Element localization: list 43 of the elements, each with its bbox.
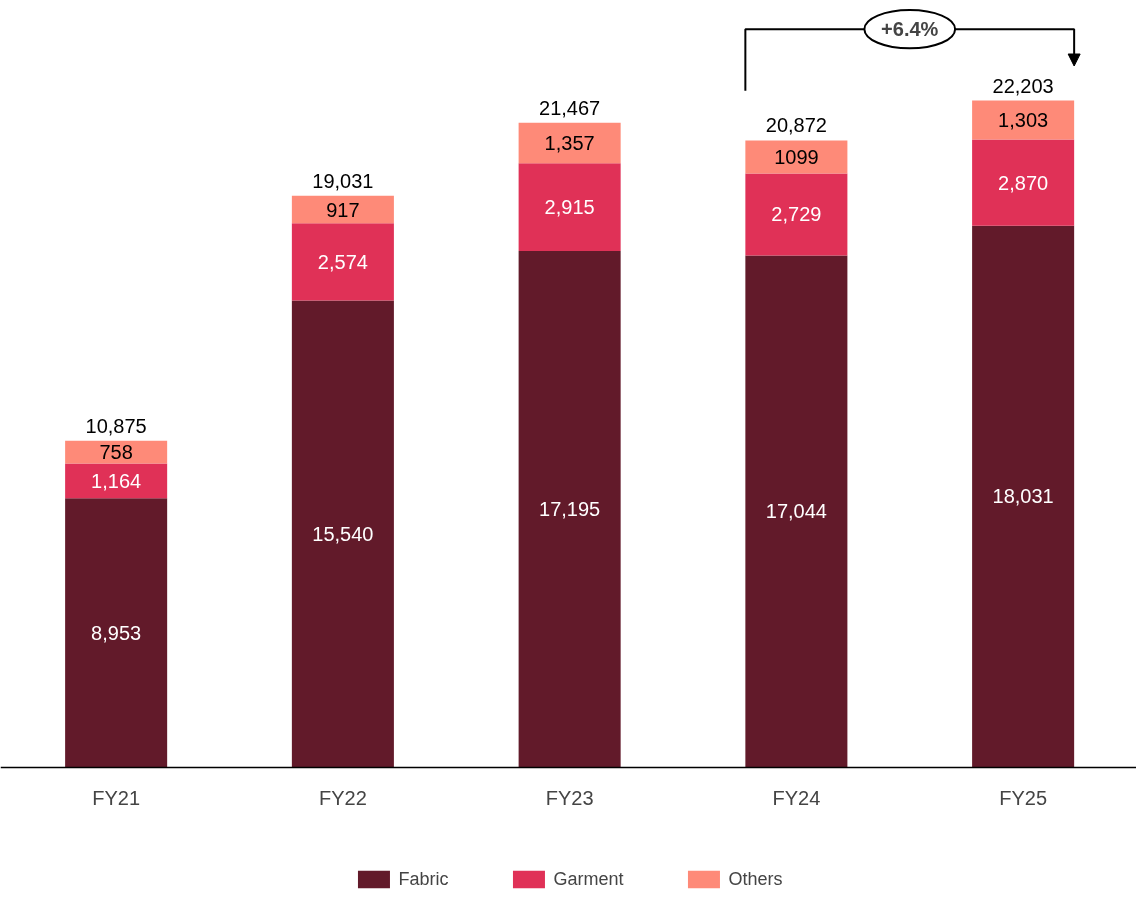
bar	[291, 223, 394, 301]
data-label: 2,870	[998, 171, 1049, 194]
data-label: 758	[99, 441, 133, 464]
data-label: 8,953	[91, 621, 142, 644]
x-tick-label: FY21	[92, 787, 141, 810]
legend-label: Garment	[553, 868, 624, 890]
bar	[518, 250, 621, 768]
text: +6.4%	[881, 18, 939, 41]
x-tick-label: FY25	[999, 787, 1048, 810]
bar	[745, 173, 848, 256]
total-label: 10,875	[85, 414, 147, 437]
legend-label: Others	[728, 868, 783, 890]
data-label: 1,303	[998, 109, 1049, 132]
bar	[518, 163, 621, 251]
bar	[972, 139, 1075, 226]
data-label: 917	[326, 198, 360, 221]
legend-label: Fabric	[398, 868, 449, 890]
bar	[972, 100, 1075, 140]
bar	[745, 255, 848, 768]
data-label: 15,540	[312, 522, 374, 545]
data-label: 2,574	[317, 250, 368, 273]
data-label: 17,044	[765, 500, 827, 523]
data-label: 1,357	[544, 132, 595, 154]
data-label: 2,729	[771, 203, 822, 226]
total-label: 22,203	[992, 74, 1054, 97]
bar	[745, 140, 848, 174]
data-label: 18,031	[992, 485, 1054, 508]
bar	[291, 195, 394, 224]
total-label: 21,467	[539, 96, 601, 119]
data-label: 1,164	[91, 469, 142, 492]
bar	[972, 225, 1075, 768]
bar	[65, 463, 168, 499]
bar	[65, 498, 168, 768]
total-label: 20,872	[765, 114, 827, 137]
x-tick-label: FY24	[772, 787, 821, 810]
x-tick-label: FY22	[318, 787, 367, 810]
data-label: 1099	[774, 145, 819, 168]
total-label: 19,031	[312, 169, 374, 192]
data-label: 17,195	[539, 498, 601, 521]
x-tick-label: FY23	[545, 787, 594, 810]
data-label: 2,915	[544, 196, 595, 219]
bar	[518, 122, 621, 164]
bar	[291, 300, 394, 768]
